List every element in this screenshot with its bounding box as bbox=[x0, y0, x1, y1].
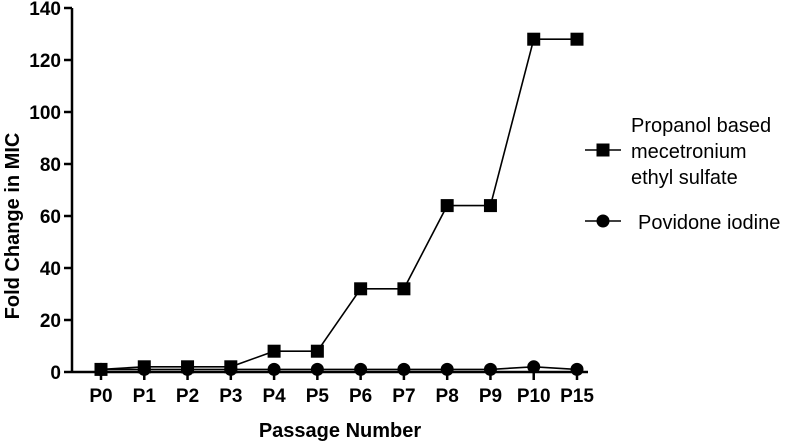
series-line bbox=[100, 38, 577, 371]
data-point-circle bbox=[527, 360, 541, 374]
series-line bbox=[101, 365, 578, 371]
legend-label: Propanol based bbox=[631, 115, 771, 137]
data-point-circle bbox=[440, 362, 454, 376]
data-point-square bbox=[181, 360, 195, 374]
data-point-square bbox=[354, 282, 368, 296]
legend-circle-marker bbox=[596, 214, 610, 228]
legend-entry: Propanol based mecetronium ethyl sulfate bbox=[585, 115, 771, 189]
data-point-circle bbox=[310, 362, 324, 376]
data-point-circle bbox=[483, 362, 497, 376]
data-point-square bbox=[224, 360, 238, 374]
y-tick-label: 40 bbox=[40, 259, 61, 280]
x-tick-label: P4 bbox=[262, 386, 286, 407]
data-point-square bbox=[94, 362, 108, 376]
legend-entry: Povidone iodine bbox=[585, 212, 780, 234]
x-tick-label: P9 bbox=[479, 386, 502, 407]
data-point-square bbox=[570, 32, 584, 46]
data-point-square bbox=[527, 32, 541, 46]
data-point-circle bbox=[397, 362, 411, 376]
legend-label: Povidone iodine bbox=[638, 212, 780, 234]
y-axis-ticks: 0 20 40 60 80 100 120 140 bbox=[29, 0, 72, 384]
y-tick-label: 100 bbox=[29, 103, 61, 124]
x-tick-label: P1 bbox=[133, 386, 157, 407]
x-tick-label: P7 bbox=[392, 386, 415, 407]
x-axis-ticks: P0 P1 P2 P3 P4 P5 P6 P7 P8 P9 P10 P15 bbox=[89, 372, 594, 407]
x-tick-label: P5 bbox=[306, 386, 330, 407]
series-square bbox=[94, 32, 584, 376]
series-circle bbox=[94, 360, 584, 376]
y-tick-label: 120 bbox=[29, 51, 61, 72]
x-tick-label: P2 bbox=[176, 386, 199, 407]
x-tick-label: P8 bbox=[436, 386, 459, 407]
data-point-square bbox=[440, 199, 454, 213]
data-point-square bbox=[267, 344, 281, 358]
y-tick-label: 140 bbox=[29, 0, 61, 20]
axes bbox=[70, 8, 588, 374]
x-axis-title: Passage Number bbox=[259, 420, 422, 442]
data-point-square bbox=[483, 199, 497, 213]
data-point-square bbox=[137, 360, 151, 374]
x-tick-label: P6 bbox=[349, 386, 372, 407]
x-tick-label: P3 bbox=[219, 386, 242, 407]
y-tick-label: 60 bbox=[40, 207, 61, 228]
x-tick-label: P15 bbox=[560, 386, 594, 407]
legend-label: mecetronium bbox=[631, 141, 747, 163]
y-tick-label: 80 bbox=[40, 155, 61, 176]
x-tick-label: P10 bbox=[517, 386, 551, 407]
y-axis-title: Fold Change in MIC bbox=[2, 133, 24, 320]
data-point-square bbox=[310, 344, 324, 358]
legend-label: ethyl sulfate bbox=[631, 167, 738, 189]
data-point-circle bbox=[570, 362, 584, 376]
legend-square-marker bbox=[596, 143, 610, 157]
legend: Propanol based mecetronium ethyl sulfate Po… bbox=[585, 115, 780, 234]
data-point-circle bbox=[354, 362, 368, 376]
y-tick-label: 0 bbox=[50, 363, 61, 384]
x-tick-label: P0 bbox=[89, 386, 112, 407]
series-layer bbox=[94, 32, 584, 376]
data-point-circle bbox=[267, 362, 281, 376]
data-point-square bbox=[397, 282, 411, 296]
y-tick-label: 20 bbox=[40, 311, 61, 332]
